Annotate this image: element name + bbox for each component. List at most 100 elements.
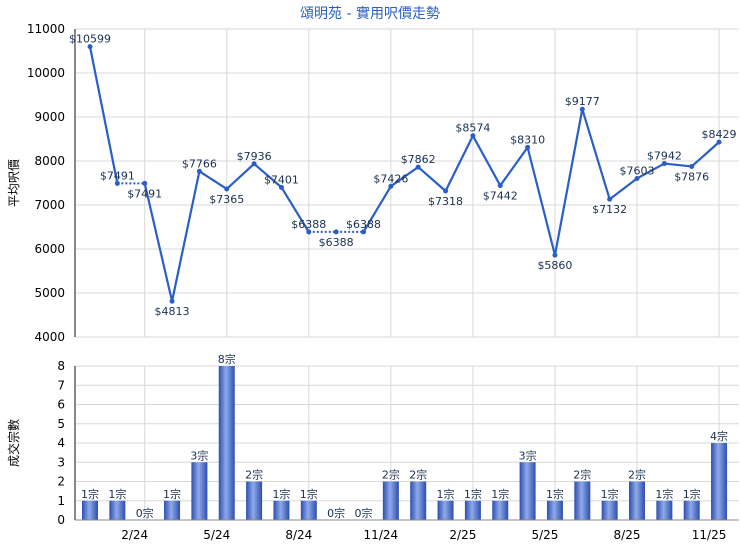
price-data-label: $7491: [100, 169, 135, 182]
volume-bar: [164, 500, 181, 520]
bottom-y-tick-label: 3: [57, 455, 65, 469]
price-point: [114, 180, 120, 186]
price-point: [497, 183, 503, 189]
price-line-segment: [88, 46, 119, 184]
price-point: [470, 133, 476, 139]
price-point: [525, 144, 531, 150]
volume-data-label: 2宗: [382, 468, 400, 482]
volume-data-label: 1宗: [464, 487, 482, 501]
volume-data-label: 1宗: [300, 487, 318, 501]
bottom-y-tick-label: 1: [57, 494, 65, 508]
volume-bar: [218, 366, 235, 520]
price-point: [251, 161, 257, 167]
price-line-segment: [280, 186, 310, 233]
price-point: [388, 183, 394, 189]
top-y-tick-label: 7000: [34, 198, 65, 212]
price-point: [278, 184, 284, 190]
price-data-label: $8310: [510, 133, 545, 146]
price-data-label: $7936: [237, 150, 272, 163]
volume-bar: [382, 481, 399, 520]
bottom-y-tick-label: 8: [57, 359, 65, 373]
price-data-label: $7132: [592, 203, 627, 216]
volume-data-label: 1宗: [108, 487, 126, 501]
x-tick-label: 5/25: [531, 528, 558, 542]
top-y-tick-label: 11000: [27, 22, 65, 36]
price-line-segment: [608, 177, 638, 201]
price-data-label: $7862: [401, 153, 436, 166]
price-point: [196, 168, 202, 174]
price-point: [87, 44, 93, 50]
volume-bar: [246, 481, 263, 520]
price-point: [415, 164, 421, 170]
price-data-label: $6388: [319, 236, 354, 249]
price-line-segment: [170, 171, 201, 302]
top-y-tick-label: 9000: [34, 110, 65, 124]
bottom-y-tick-label: 0: [57, 513, 65, 527]
price-line-segment: [664, 162, 692, 168]
volume-bar: [683, 500, 700, 520]
volume-data-label: 1宗: [272, 487, 290, 501]
volume-bar: [601, 500, 618, 520]
price-point: [552, 252, 558, 258]
volume-data-label: 0宗: [355, 506, 373, 520]
volume-data-label: 2宗: [409, 468, 427, 482]
volume-data-label: 1宗: [601, 487, 619, 501]
price-point: [716, 139, 722, 145]
price-point: [607, 196, 613, 202]
volume-bar: [410, 481, 427, 520]
bottom-y-tick-label: 5: [57, 417, 65, 431]
volume-data-label: 0宗: [136, 506, 154, 520]
price-line-segment: [226, 163, 255, 190]
price-data-label: $7365: [209, 193, 244, 206]
volume-data-label: 0宗: [327, 506, 345, 520]
volume-bar: [629, 481, 645, 520]
volume-bar: [437, 500, 454, 520]
top-y-tick-label: 8000: [34, 154, 65, 168]
price-line-segment: [143, 183, 174, 302]
x-tick-label: 2/24: [121, 528, 148, 542]
volume-bar: [109, 500, 126, 520]
volume-data-label: 1宗: [163, 487, 181, 501]
price-line-segment: [390, 166, 419, 188]
price-point: [579, 106, 585, 112]
price-line-segment: [444, 135, 474, 192]
x-tick-label: 8/25: [614, 528, 641, 542]
volume-data-label: 1宗: [491, 487, 509, 501]
top-y-tick-label: 5000: [34, 286, 65, 300]
price-point: [634, 175, 640, 181]
price-point: [142, 180, 148, 186]
x-tick-label: 2/25: [449, 528, 476, 542]
price-point: [169, 298, 175, 304]
price-line-segment: [499, 146, 529, 187]
volume-data-label: 4宗: [710, 429, 728, 443]
price-line-segment: [198, 170, 228, 190]
x-tick-label: 5/24: [203, 528, 230, 542]
volume-data-label: 1宗: [437, 487, 455, 501]
volume-bar: [656, 500, 673, 520]
volume-data-label: 1宗: [81, 487, 99, 501]
bottom-y-tick-label: 4: [57, 436, 65, 450]
price-data-label: $6388: [346, 218, 381, 231]
volume-data-label: 2宗: [573, 468, 591, 482]
price-data-label: $8574: [455, 122, 490, 135]
price-point: [661, 161, 667, 167]
volume-bar: [273, 500, 290, 520]
top-y-tick-label: 6000: [34, 242, 65, 256]
price-line-segment: [471, 135, 502, 187]
price-line-segment: [553, 109, 584, 256]
price-data-label: $5860: [537, 259, 572, 272]
price-line-segment: [690, 141, 720, 168]
volume-data-label: 1宗: [683, 487, 701, 501]
volume-data-label: 1宗: [546, 487, 564, 501]
price-data-label: $10599: [69, 33, 111, 46]
bottom-y-tick-label: 6: [57, 398, 65, 412]
price-data-label: $6388: [291, 218, 326, 231]
volume-bar: [300, 500, 317, 520]
volume-bar: [711, 443, 728, 520]
x-tick-label: 11/25: [692, 528, 727, 542]
price-point: [333, 229, 339, 235]
price-line-segment: [253, 162, 283, 189]
price-line-segment: [581, 108, 611, 200]
volume-bar: [82, 500, 98, 520]
